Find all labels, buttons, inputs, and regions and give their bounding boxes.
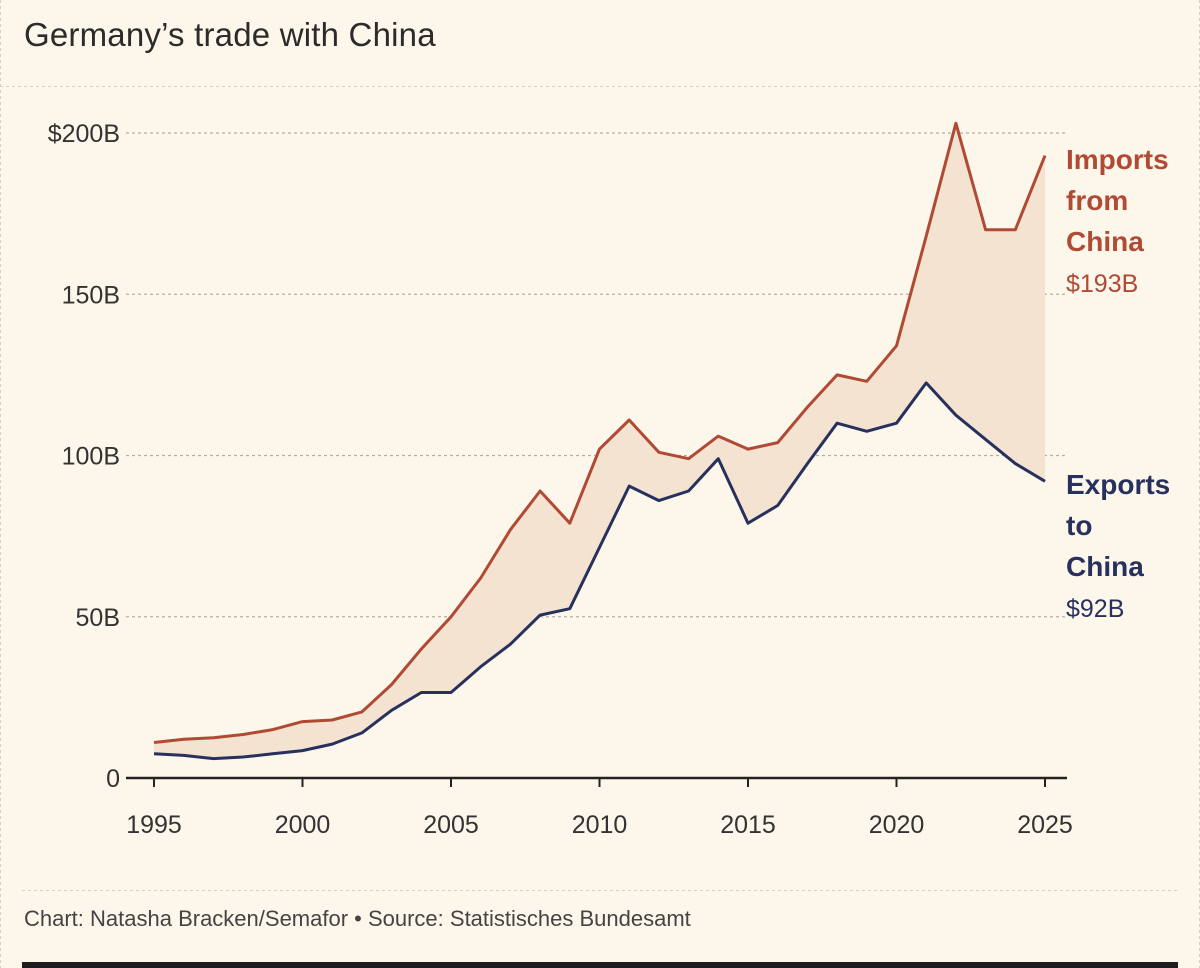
left-border (0, 0, 1, 968)
x-tick-label-2020: 2020 (869, 811, 925, 839)
imports-label-line-1: from (1066, 185, 1128, 216)
x-tick-label-2005: 2005 (423, 811, 479, 839)
y-tick-label-100: 100B (62, 443, 120, 471)
x-tick-label-2000: 2000 (275, 811, 331, 839)
x-tick-label-2010: 2010 (572, 811, 628, 839)
exports-value-label: $92B (1066, 595, 1124, 623)
bottom-rule (22, 962, 1178, 968)
chart-credit: Chart: Natasha Bracken/Semafor • Source:… (24, 906, 691, 931)
imports-series-line (153, 121, 1047, 744)
y-tick-label-0: 0 (106, 765, 120, 793)
x-tick-label-1995: 1995 (126, 811, 182, 839)
exports-label-line-2: China (1066, 551, 1144, 582)
imports-value-label: $193B (1066, 270, 1138, 298)
exports-label-line-0: Exports (1066, 469, 1170, 500)
footer-divider (22, 890, 1178, 891)
x-axis-labels: 1995 2000 2005 2010 2015 2020 2025 (126, 811, 1073, 839)
y-tick-label-50: 50B (76, 604, 120, 632)
x-tick-label-2015: 2015 (720, 811, 776, 839)
exports-label-line-1: to (1066, 510, 1092, 541)
exports-series-line (153, 381, 1046, 761)
y-axis-labels: 0 50B 100B 150B $200B (48, 120, 120, 793)
imports-label-line-0: Imports (1066, 144, 1169, 175)
trade-gap-area (154, 123, 1045, 759)
top-divider (0, 86, 1200, 87)
imports-label-line-2: China (1066, 226, 1144, 257)
chart-title: Germany’s trade with China (24, 16, 436, 53)
x-axis (126, 776, 1067, 787)
y-tick-label-150: 150B (62, 281, 120, 309)
x-tick-label-2025: 2025 (1017, 811, 1073, 839)
y-tick-label-200: $200B (48, 120, 120, 148)
series-labels: Imports from China $193B Exports to China $92B (1066, 144, 1170, 623)
